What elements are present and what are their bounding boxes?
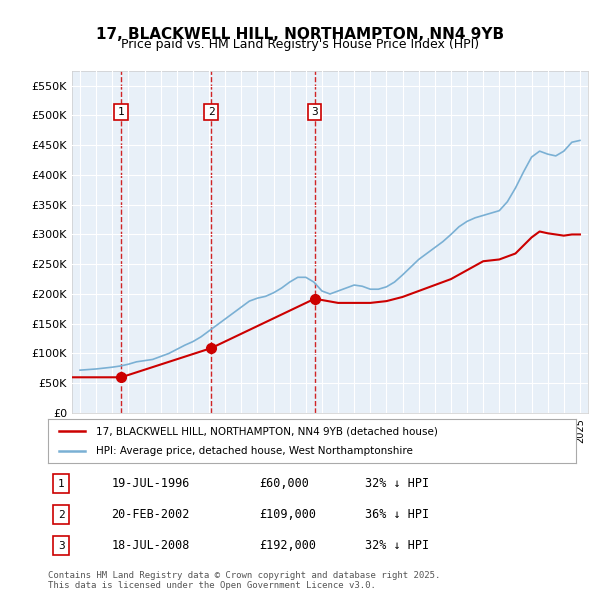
Text: 3: 3 xyxy=(311,107,318,117)
Text: 3: 3 xyxy=(58,541,65,551)
Text: Price paid vs. HM Land Registry's House Price Index (HPI): Price paid vs. HM Land Registry's House … xyxy=(121,38,479,51)
Text: 17, BLACKWELL HILL, NORTHAMPTON, NN4 9YB: 17, BLACKWELL HILL, NORTHAMPTON, NN4 9YB xyxy=(96,27,504,41)
Text: 20-FEB-2002: 20-FEB-2002 xyxy=(112,508,190,522)
Text: £60,000: £60,000 xyxy=(259,477,309,490)
Text: 17, BLACKWELL HILL, NORTHAMPTON, NN4 9YB (detached house): 17, BLACKWELL HILL, NORTHAMPTON, NN4 9YB… xyxy=(95,427,437,436)
Text: 1: 1 xyxy=(118,107,125,117)
Text: HPI: Average price, detached house, West Northamptonshire: HPI: Average price, detached house, West… xyxy=(95,446,412,455)
Text: 1: 1 xyxy=(58,478,65,489)
Text: 32% ↓ HPI: 32% ↓ HPI xyxy=(365,539,429,552)
Text: 36% ↓ HPI: 36% ↓ HPI xyxy=(365,508,429,522)
Text: 2: 2 xyxy=(208,107,215,117)
Text: £109,000: £109,000 xyxy=(259,508,316,522)
Text: 18-JUL-2008: 18-JUL-2008 xyxy=(112,539,190,552)
Text: Contains HM Land Registry data © Crown copyright and database right 2025.
This d: Contains HM Land Registry data © Crown c… xyxy=(48,571,440,590)
Text: 19-JUL-1996: 19-JUL-1996 xyxy=(112,477,190,490)
Text: £192,000: £192,000 xyxy=(259,539,316,552)
Text: 32% ↓ HPI: 32% ↓ HPI xyxy=(365,477,429,490)
Text: 2: 2 xyxy=(58,510,65,520)
